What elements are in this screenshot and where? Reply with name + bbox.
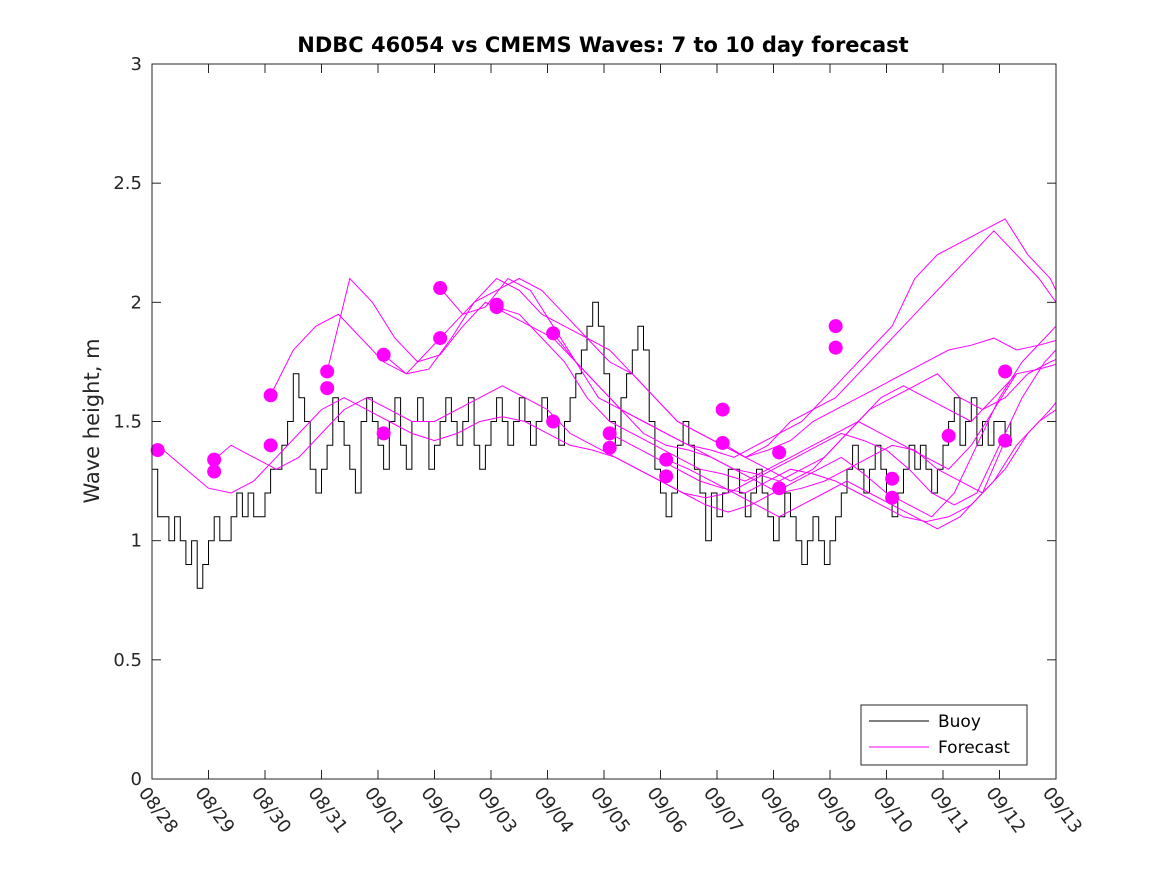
forecast-series-group — [162, 218, 1056, 530]
forecast-marker — [320, 364, 335, 379]
forecast-line — [609, 409, 1056, 523]
forecast-marker — [320, 381, 335, 396]
legend-forecast-label: Forecast — [938, 738, 1010, 758]
forecast-marker — [150, 443, 165, 458]
forecast-marker — [602, 426, 617, 441]
legend-box — [860, 704, 1028, 766]
forecast-marker — [207, 452, 222, 467]
forecast-marker — [998, 433, 1013, 448]
axes-background — [152, 64, 1056, 779]
forecast-line — [722, 373, 1017, 482]
forecast-marker — [376, 347, 391, 362]
forecast-line — [496, 306, 1056, 482]
forecast-markers — [150, 281, 1013, 505]
forecast-marker — [489, 300, 504, 315]
legend: Buoy Forecast — [860, 704, 1028, 766]
plot-area — [150, 63, 1057, 780]
y-tick-label: 0 — [131, 769, 142, 790]
forecast-marker — [263, 438, 278, 453]
forecast-marker — [998, 364, 1013, 379]
forecast-line — [213, 349, 1056, 506]
forecast-marker — [715, 435, 730, 450]
forecast-marker — [433, 331, 448, 346]
forecast-marker — [715, 402, 730, 417]
forecast-marker — [546, 414, 561, 429]
y-tick-label: 2 — [131, 292, 142, 313]
forecast-line — [326, 218, 1056, 458]
forecast-line — [439, 277, 1056, 482]
legend-buoy-label: Buoy — [938, 712, 981, 732]
forecast-marker — [376, 426, 391, 441]
forecast-marker — [828, 340, 843, 355]
chart-title: NDBC 46054 vs CMEMS Waves: 7 to 10 day f… — [297, 33, 908, 57]
forecast-marker — [433, 281, 448, 296]
forecast-marker — [263, 388, 278, 403]
forecast-marker — [772, 445, 787, 460]
forecast-marker — [207, 464, 222, 479]
forecast-marker — [885, 490, 900, 505]
forecast-marker — [602, 440, 617, 455]
forecast-marker — [772, 481, 787, 496]
y-axis-label: Wave height, m — [80, 338, 104, 503]
y-tick-label: 3 — [131, 54, 142, 75]
forecast-line — [665, 440, 1006, 530]
forecast-marker — [546, 326, 561, 341]
y-tick-label: 2.5 — [113, 173, 142, 194]
y-axis: 0 0.5 1 1.5 2 2.5 3 — [113, 54, 1056, 790]
forecast-marker — [828, 319, 843, 334]
forecast-marker — [659, 469, 674, 484]
y-tick-label: 0.5 — [113, 650, 142, 671]
forecast-marker — [659, 452, 674, 467]
forecast-marker — [941, 428, 956, 443]
y-tick-label: 1.5 — [113, 412, 142, 433]
y-tick-label: 1 — [131, 531, 142, 552]
forecast-marker — [885, 471, 900, 486]
